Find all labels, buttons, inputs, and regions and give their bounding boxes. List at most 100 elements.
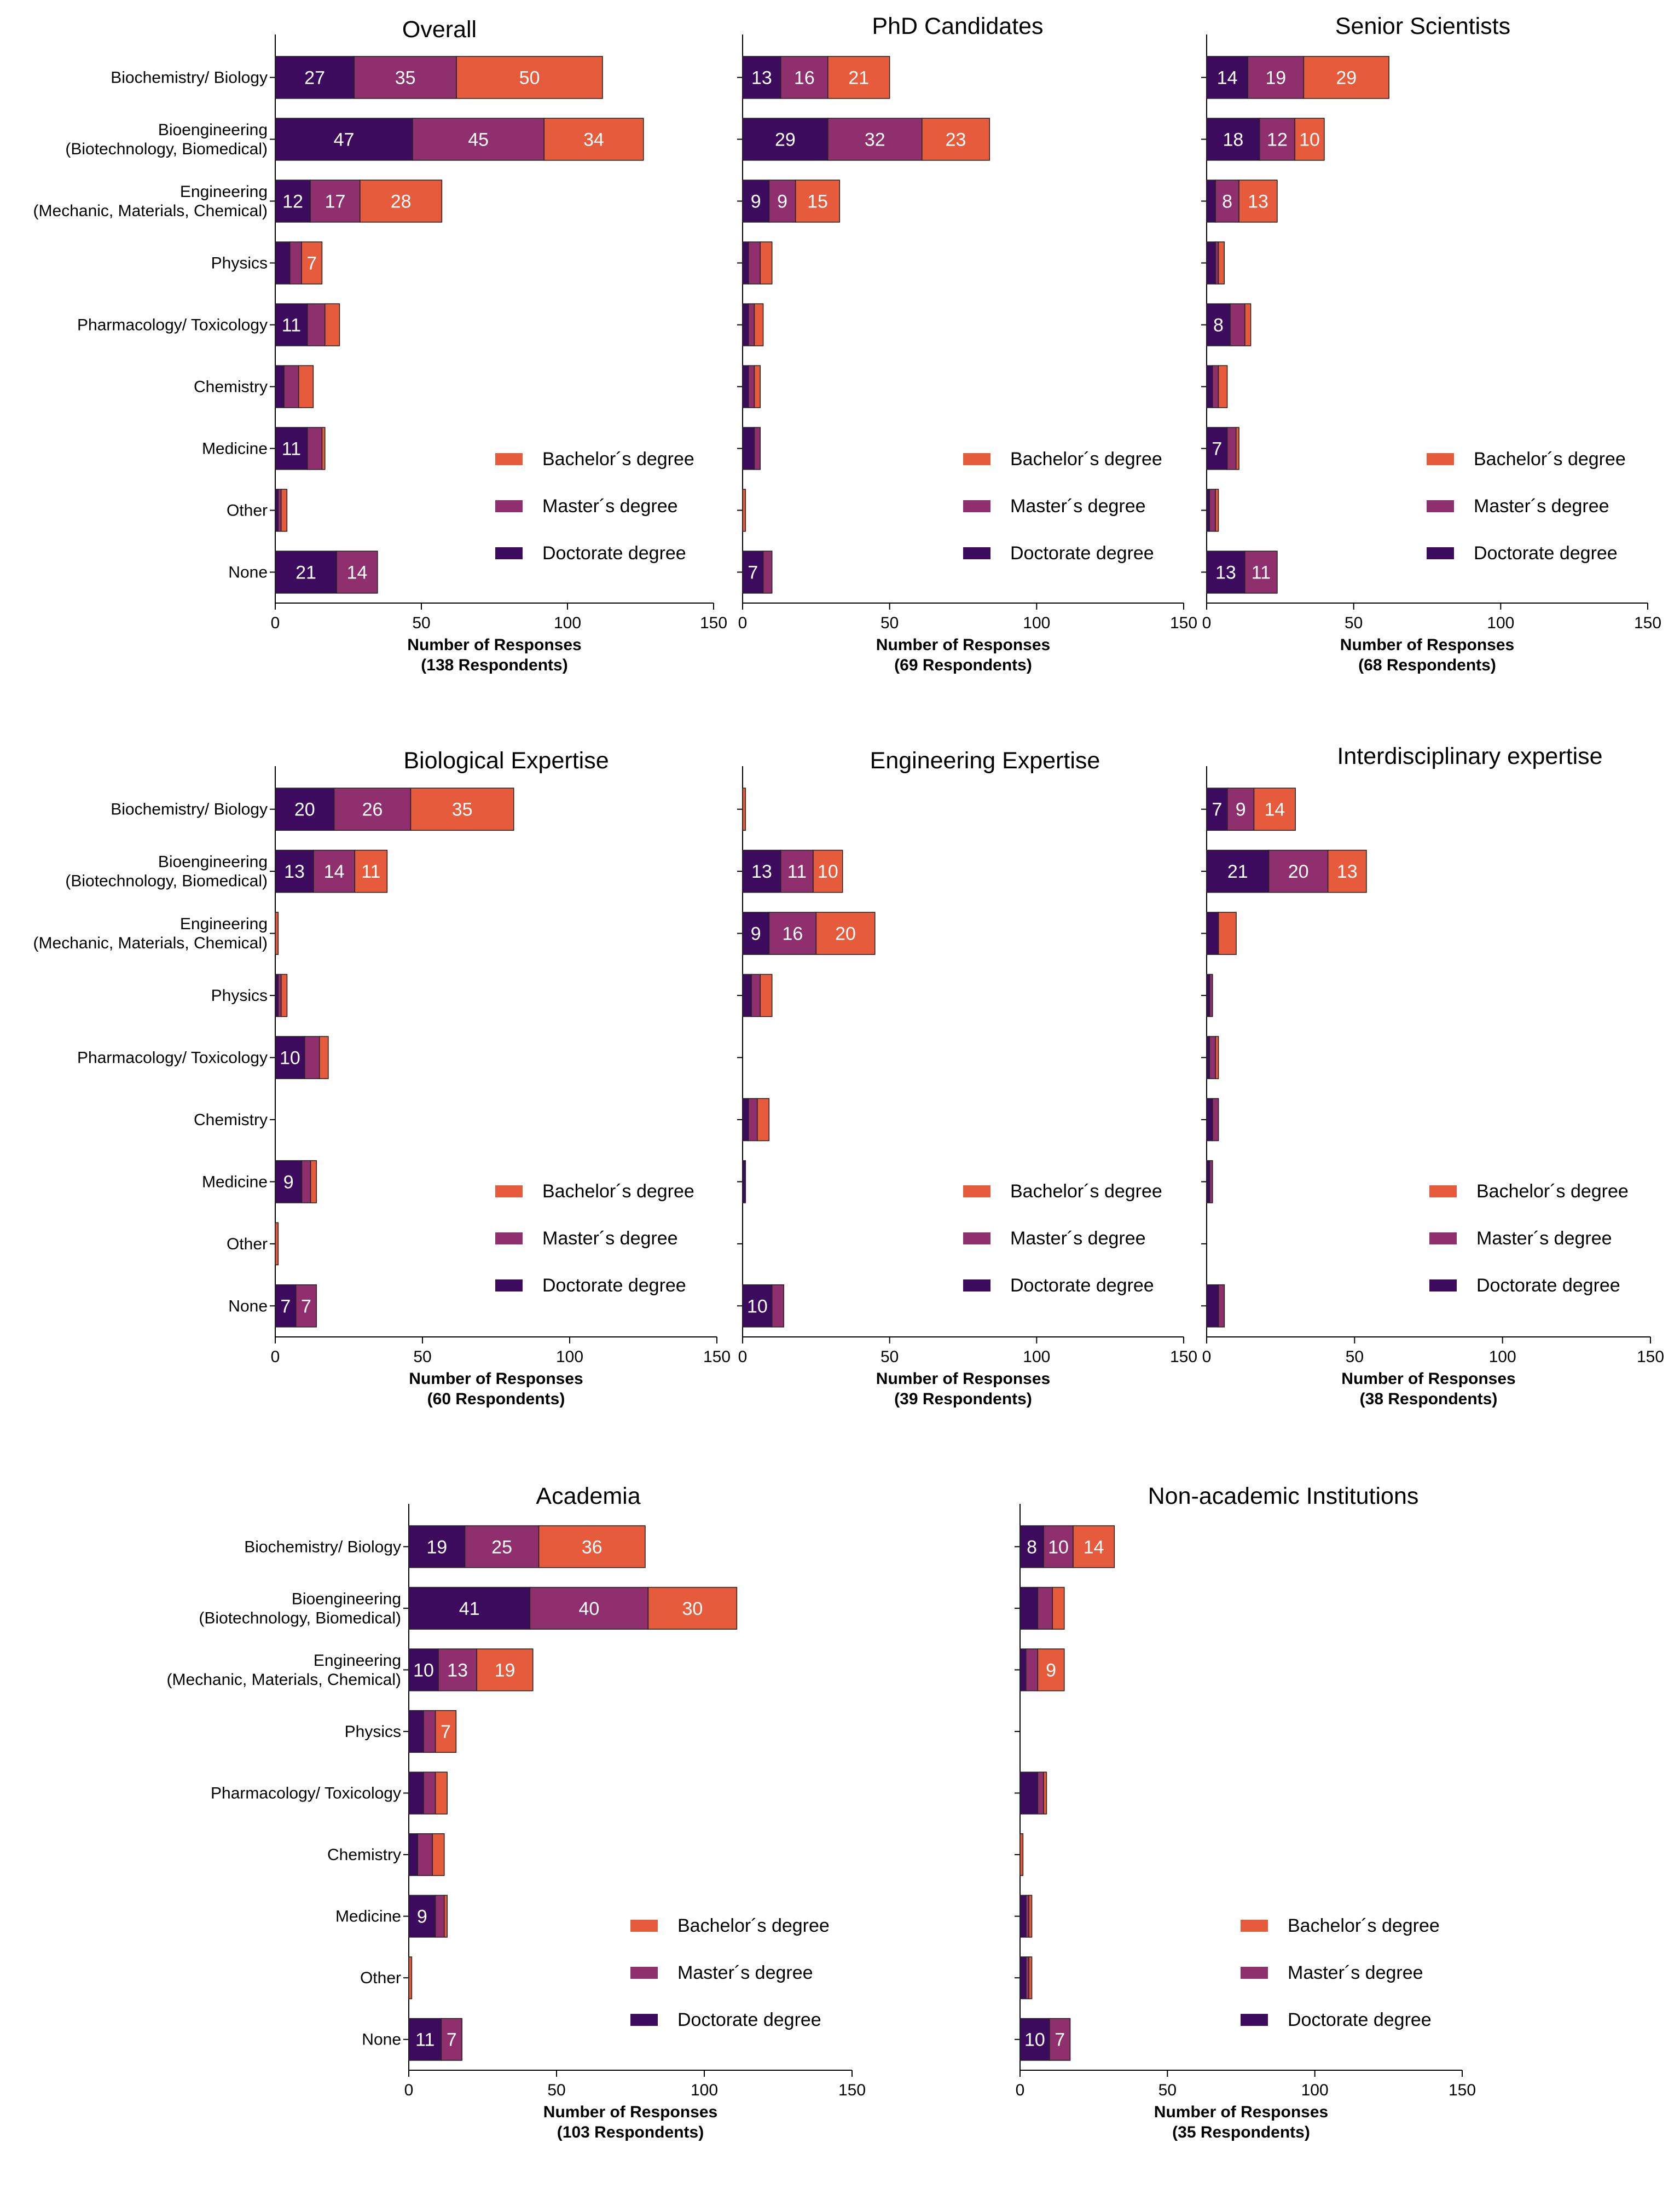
bar-value-label: 13 [447, 1660, 468, 1681]
bar-segment [1209, 1036, 1216, 1079]
category-label: Pharmacology/ Toxicology [211, 1785, 401, 1803]
bar-value-label: 19 [1265, 68, 1286, 89]
category-label: Other [227, 502, 268, 520]
bar-value-label: 9 [1236, 800, 1246, 820]
bar-segment [768, 179, 796, 223]
bar-value-label: 9 [751, 192, 761, 212]
bar-segment [1206, 179, 1216, 223]
bar-value-label: 10 [747, 1296, 768, 1317]
x-axis-title: Number of Responses [1340, 636, 1514, 654]
bar-segment [1019, 1771, 1039, 1815]
panel-title: Biological Expertise [403, 748, 609, 774]
legend-swatch [963, 1185, 990, 1197]
bar-segment [1215, 489, 1219, 532]
bar-segment [1268, 849, 1329, 893]
bar-segment [771, 1284, 784, 1328]
bar-segment [301, 1160, 311, 1203]
legend-label: Master´s degree [542, 1228, 678, 1249]
legend-swatch [630, 2014, 658, 2026]
bar-value-label: 11 [361, 861, 380, 882]
bar-segment [318, 1036, 329, 1079]
bar-value-label: 14 [347, 563, 368, 583]
bar-segment [432, 1833, 445, 1877]
bar-segment [1218, 1284, 1225, 1328]
legend-swatch [1429, 1279, 1457, 1291]
bar-segment [1247, 56, 1305, 99]
bar-segment [275, 1284, 297, 1328]
panel-title: Senior Scientists [1335, 13, 1510, 39]
bar-segment [795, 179, 841, 223]
bar-segment [1073, 1525, 1115, 1568]
bar-value-label: 14 [324, 861, 345, 882]
bar-segment [275, 974, 279, 1017]
bar-value-label: 7 [441, 1722, 451, 1742]
bar-segment [1026, 1648, 1039, 1692]
bar-segment [1037, 1648, 1065, 1692]
bar-segment [1037, 1771, 1044, 1815]
bar-segment [1212, 365, 1219, 408]
bar-segment [275, 56, 355, 99]
legend-swatch [1429, 1232, 1457, 1244]
bar-segment [1019, 1895, 1027, 1938]
bar-segment [813, 849, 843, 893]
bar-segment [298, 365, 314, 408]
bar-value-label: 14 [1217, 68, 1238, 89]
bar-value-label: 10 [1048, 1537, 1069, 1557]
bar-value-label: 30 [682, 1599, 703, 1619]
x-tick-label: 0 [1202, 1348, 1212, 1366]
bar-segment [1028, 1895, 1033, 1938]
bar-segment [476, 1648, 534, 1692]
x-axis-subtitle: (138 Respondents) [421, 656, 567, 674]
category-label: Engineering (Mechanic, Materials, Chemica… [33, 915, 268, 952]
bar-segment [408, 1586, 531, 1630]
bar-segment [304, 1036, 320, 1079]
bar-segment [417, 1833, 433, 1877]
bar-segment [275, 303, 308, 346]
bar-segment [748, 241, 761, 285]
category-label: Physics [345, 1723, 401, 1741]
bar-segment [742, 787, 746, 831]
x-axis-title: Number of Responses [409, 1370, 583, 1388]
x-axis-title: Number of Responses [1341, 1370, 1515, 1388]
bar-segment [1019, 1525, 1044, 1568]
bar-segment [408, 1833, 418, 1877]
bar-segment [408, 1895, 436, 1938]
bar-value-label: 45 [468, 130, 489, 150]
x-tick-label: 150 [700, 614, 727, 632]
bar-segment [1218, 365, 1228, 408]
bar-segment [742, 974, 752, 1017]
x-tick-label: 150 [1170, 1348, 1197, 1366]
bar-value-label: 10 [1024, 2030, 1045, 2051]
bar-segment [742, 551, 764, 594]
bar-value-label: 28 [391, 192, 412, 212]
bar-segment [336, 551, 378, 594]
bar-segment [1244, 303, 1252, 346]
bar-value-label: 29 [775, 130, 796, 150]
bar-segment [306, 427, 323, 470]
panel-title: Academia [536, 1483, 640, 1509]
legend-label: Bachelor´s degree [1010, 1181, 1162, 1202]
bar-segment [1206, 1160, 1210, 1203]
bar-segment [408, 1525, 466, 1568]
category-label: Chemistry [327, 1846, 401, 1864]
bar-value-label: 32 [865, 130, 885, 150]
bar-value-label: 26 [362, 800, 383, 820]
legend-swatch [1241, 1920, 1268, 1932]
x-tick-label: 100 [1301, 2081, 1329, 2099]
category-label: Engineering (Mechanic, Materials, Chemica… [167, 1652, 401, 1689]
panel-title: Non-academic Institutions [1148, 1483, 1419, 1509]
bar-segment [1303, 56, 1389, 99]
legend-label: Bachelor´s degree [677, 1915, 830, 1936]
bar-segment [780, 56, 829, 99]
bar-segment [1206, 974, 1210, 1017]
bar-segment [408, 1956, 413, 2000]
bar-segment [1206, 787, 1228, 831]
bar-segment [742, 1098, 749, 1142]
bar-segment [275, 365, 285, 408]
bar-segment [529, 1586, 649, 1630]
legend-swatch [1427, 500, 1454, 512]
legend-label: Doctorate degree [542, 543, 686, 564]
legend-swatch [495, 1232, 523, 1244]
bar-value-label: 7 [1212, 800, 1222, 820]
bar-segment [751, 974, 761, 1017]
